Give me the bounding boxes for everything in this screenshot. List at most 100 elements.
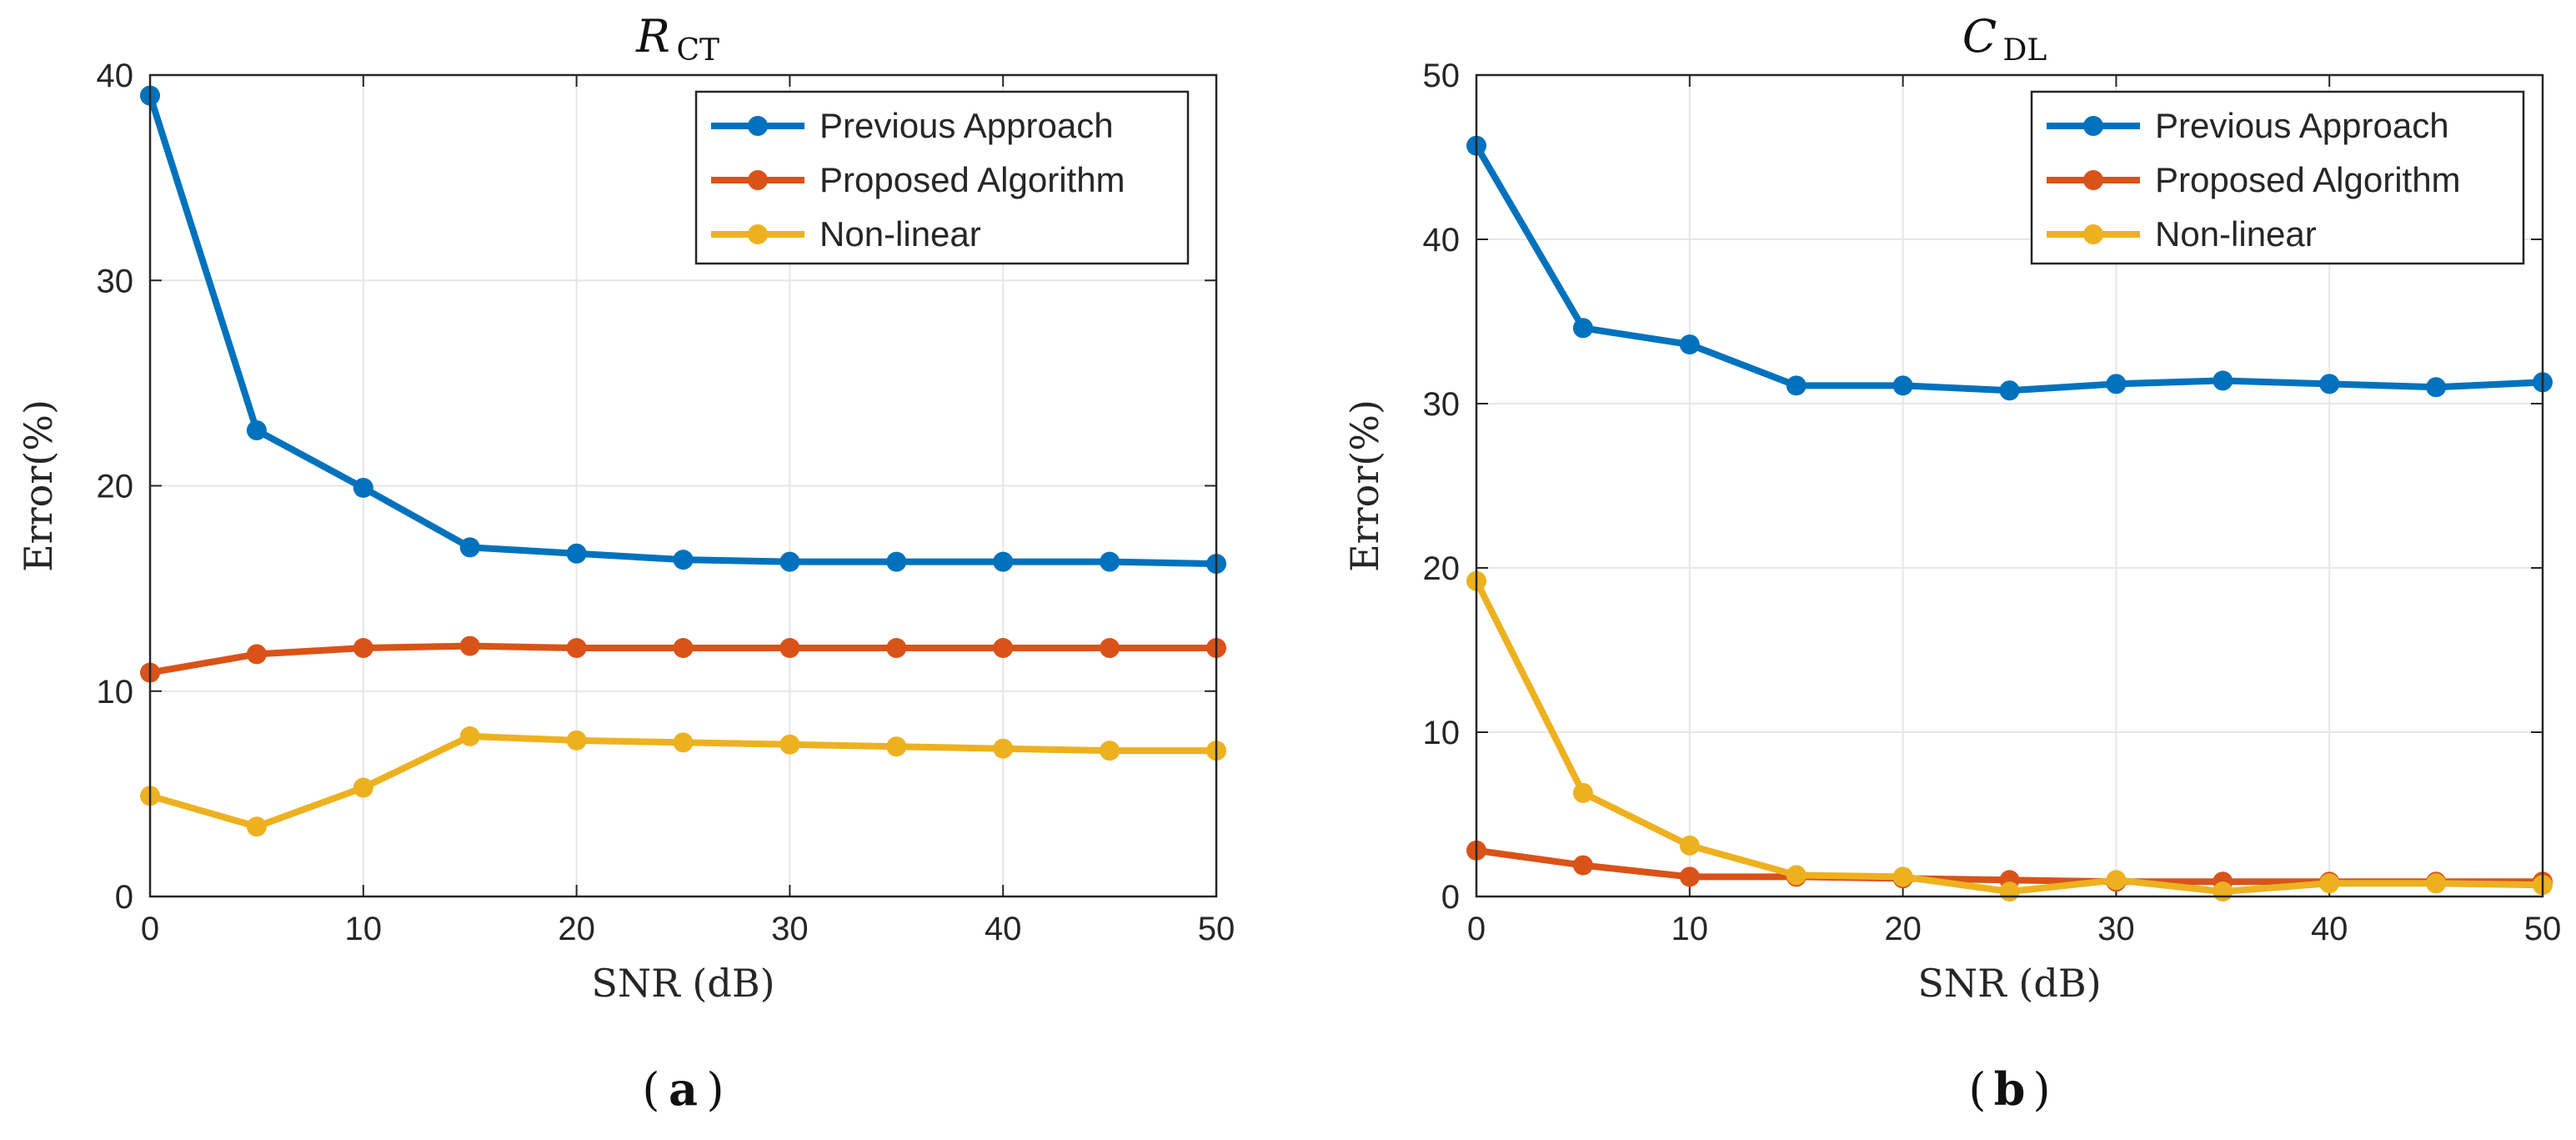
legend-label: Previous Approach — [2155, 106, 2449, 145]
chart-panel-b: 0 10 20 30 40 50 0 10 20 30 40 50 Previous Approach P… — [1342, 10, 2561, 1116]
legend-label: Non-linear — [2155, 214, 2317, 254]
data-point — [566, 638, 587, 659]
data-point — [2319, 873, 2340, 894]
legend-label: Non-linear — [819, 214, 981, 254]
data-point — [886, 736, 907, 757]
data-point — [1679, 866, 1700, 887]
chart-title-subscript: CT — [677, 33, 720, 68]
data-point — [459, 537, 480, 558]
legend-swatch-marker — [748, 224, 768, 244]
x-axis-label: SNR (dB) — [591, 961, 774, 1006]
legend-swatch-marker — [2083, 116, 2103, 136]
data-point — [1786, 375, 1807, 396]
data-point — [566, 543, 587, 564]
y-tick-label: 50 — [1423, 58, 1461, 94]
y-tick-label: 40 — [1423, 222, 1461, 259]
y-tick-label: 30 — [97, 263, 134, 299]
data-point — [353, 477, 373, 498]
y-axis-label: Error(%) — [16, 399, 61, 572]
legend-label: Previous Approach — [819, 106, 1114, 145]
axes-box — [148, 73, 1218, 898]
data-point — [886, 551, 907, 572]
caption-letter: a — [669, 1062, 698, 1116]
data-point — [1892, 375, 1913, 396]
axes-box — [1475, 73, 2544, 898]
y-tick-label: 20 — [97, 469, 134, 505]
data-point — [993, 551, 1014, 572]
data-point — [2426, 377, 2447, 398]
data-point — [886, 638, 907, 659]
data-point — [993, 638, 1014, 659]
data-point — [779, 638, 800, 659]
data-point — [1572, 855, 1593, 876]
data-point — [1100, 638, 1120, 659]
data-point — [1100, 551, 1120, 572]
data-point — [779, 734, 800, 755]
data-point — [353, 777, 373, 798]
y-tick-label: 0 — [1441, 879, 1460, 916]
legend-swatch-marker — [2083, 170, 2103, 190]
y-tick-label: 10 — [97, 674, 134, 711]
data-point — [2106, 374, 2127, 394]
legend-label: Proposed Algorithm — [819, 160, 1125, 199]
caption-letter: b — [1994, 1062, 2026, 1116]
data-point — [993, 738, 1014, 759]
y-tick-label: 0 — [115, 879, 133, 916]
data-point — [2106, 870, 2127, 891]
data-point — [673, 638, 694, 659]
caption-open-paren: ( — [642, 1063, 659, 1116]
x-tick-label: 40 — [2311, 911, 2348, 947]
legend-swatch-marker — [2083, 224, 2103, 244]
x-tick-label: 0 — [1467, 911, 1486, 947]
y-axis-label: Error(%) — [1342, 399, 1387, 572]
data-point — [1100, 741, 1120, 761]
data-point — [459, 726, 480, 746]
data-point — [1999, 881, 2020, 902]
data-point — [2213, 370, 2233, 391]
x-tick-label: 20 — [1884, 911, 1922, 947]
data-point — [246, 644, 267, 665]
data-point — [1572, 782, 1593, 803]
data-point — [1999, 380, 2020, 401]
x-tick-label: 10 — [345, 911, 383, 947]
data-point — [1679, 835, 1700, 856]
data-point — [1786, 865, 1807, 886]
x-tick-label: 30 — [771, 911, 809, 947]
chart-title: C — [1962, 10, 1997, 63]
data-point — [2319, 374, 2340, 394]
chart-title-subscript: DL — [2003, 33, 2047, 68]
x-tick-label: 20 — [558, 911, 595, 947]
data-point — [246, 816, 267, 837]
data-point — [1572, 318, 1593, 339]
data-point — [353, 638, 373, 659]
data-point — [566, 730, 587, 751]
y-tick-label: 30 — [1423, 386, 1461, 423]
x-tick-label: 40 — [985, 911, 1022, 947]
caption-open-paren: ( — [1968, 1063, 1986, 1116]
legend-swatch-marker — [748, 116, 768, 136]
chart-title: R — [635, 10, 670, 63]
caption-close-paren: ) — [2033, 1063, 2051, 1116]
data-point — [1892, 866, 1913, 887]
legend-swatch-marker — [748, 170, 768, 190]
x-tick-label: 30 — [2097, 911, 2135, 947]
data-point — [1679, 334, 1700, 355]
data-point — [673, 732, 694, 753]
data-point — [2213, 881, 2233, 902]
data-point — [673, 550, 694, 570]
x-tick-label: 10 — [1671, 911, 1709, 947]
data-point — [779, 551, 800, 572]
data-point — [246, 420, 267, 441]
legend-label: Proposed Algorithm — [2155, 160, 2461, 199]
y-tick-label: 10 — [1423, 715, 1461, 751]
y-tick-label: 20 — [1423, 550, 1461, 587]
data-point — [459, 635, 480, 656]
x-tick-label: 50 — [2524, 911, 2562, 947]
x-axis-label: SNR (dB) — [1917, 961, 2101, 1006]
x-tick-label: 0 — [141, 911, 159, 947]
caption-close-paren: ) — [707, 1063, 724, 1116]
chart-panel-a: 0 10 20 30 40 0 10 20 30 40 50 Previous Approach Pro… — [16, 10, 1235, 1116]
data-point — [2426, 873, 2447, 894]
x-tick-label: 50 — [1198, 911, 1235, 947]
